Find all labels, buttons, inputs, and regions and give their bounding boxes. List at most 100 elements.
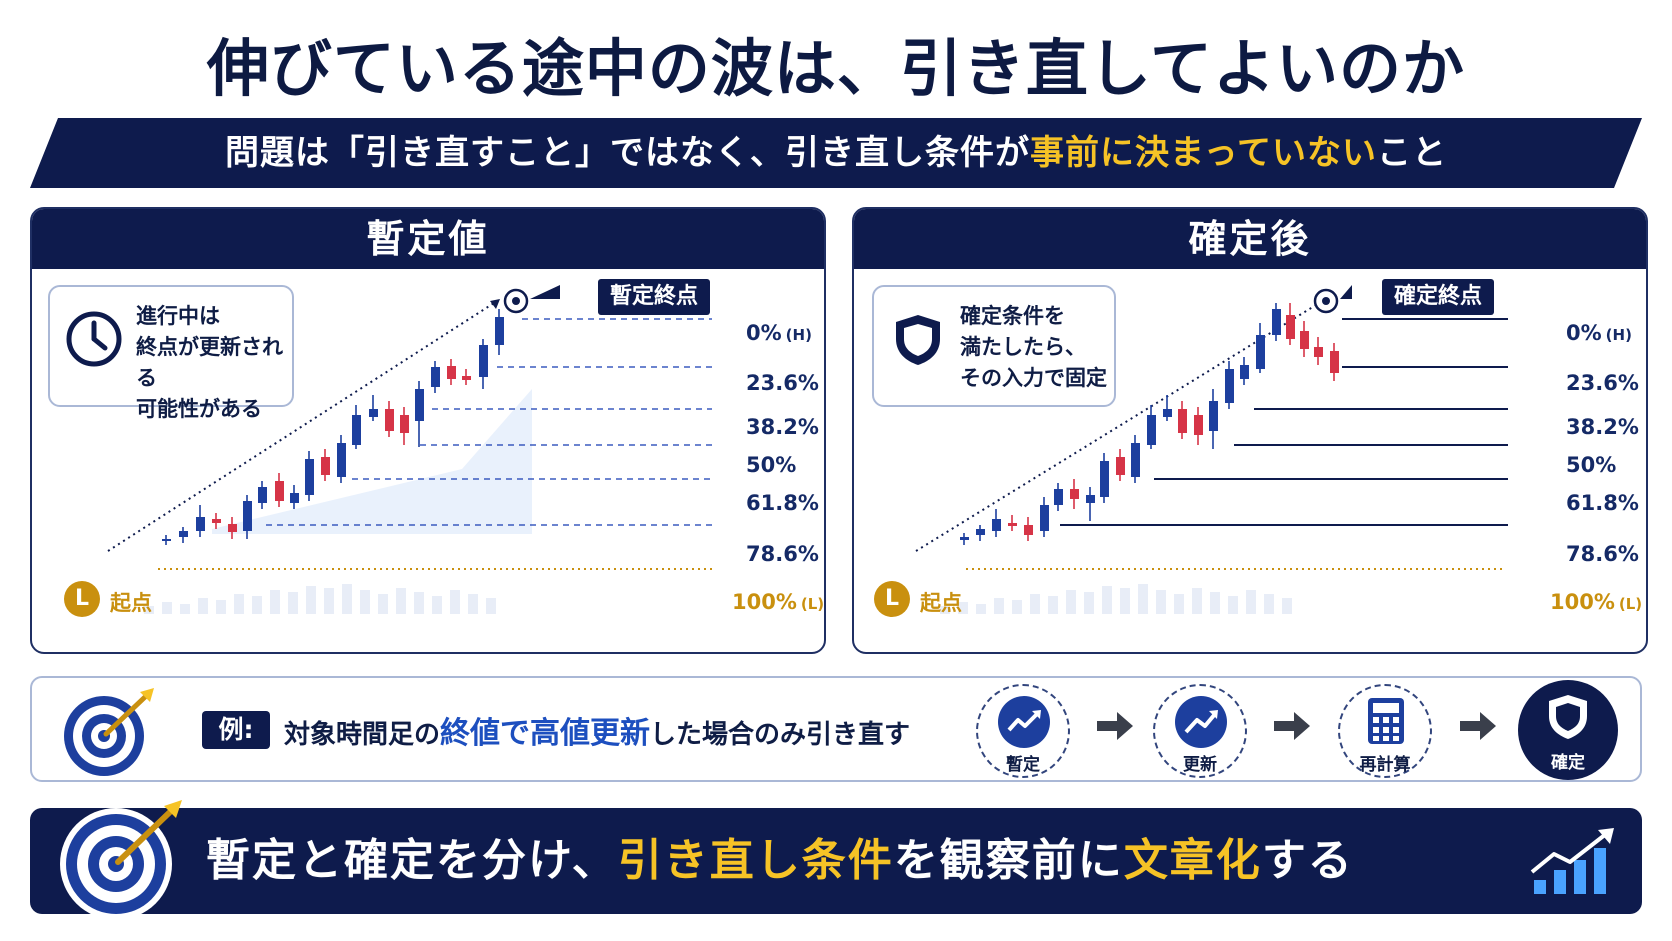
step-provisional: 暫定 xyxy=(976,684,1070,778)
origin-label: 起点 xyxy=(920,591,962,615)
arrow-right-icon xyxy=(1460,712,1496,740)
candle-body xyxy=(228,524,237,532)
confirmed-note: 確定条件を 満たしたら、 その入力で固定 xyxy=(872,285,1116,407)
candle-body xyxy=(1054,489,1063,505)
confirmed-panel: 確定後 確定条件を 満たしたら、 その入力で固定 確定終点 0% (H) 23.6… xyxy=(852,207,1648,654)
note-line: その入力で固定 xyxy=(960,366,1107,390)
level-label: 50% xyxy=(1566,453,1617,477)
candle-body xyxy=(415,389,424,421)
volume-bar xyxy=(1192,588,1202,614)
calculator-icon xyxy=(1368,698,1404,744)
volume-bar xyxy=(180,604,190,614)
candle-body xyxy=(352,415,361,445)
candle-body xyxy=(1314,347,1323,357)
level-label: 61.8% xyxy=(746,491,819,515)
candle-body xyxy=(1209,401,1218,431)
volume-bar xyxy=(468,594,478,614)
arrow-right-icon xyxy=(1097,712,1133,740)
volume-bar xyxy=(1228,596,1238,614)
volume-bar xyxy=(1174,594,1184,614)
volume-bar xyxy=(1210,592,1220,614)
level-label-low: 100% (L) xyxy=(1550,590,1643,614)
candle-body xyxy=(258,487,267,503)
level-label: 23.6% xyxy=(1566,371,1639,395)
candle-body xyxy=(431,367,440,387)
clock-icon xyxy=(66,311,122,367)
level-label: 78.6% xyxy=(1566,542,1639,566)
end-marker-dot xyxy=(512,297,520,305)
candle-body xyxy=(1070,489,1079,499)
volume-bar xyxy=(1156,590,1166,614)
volume-bar xyxy=(216,600,226,614)
volume-bar xyxy=(360,590,370,614)
trend-line xyxy=(915,304,1317,552)
volume-bar xyxy=(976,604,986,614)
volume-bar xyxy=(940,606,950,614)
note-line: 満たしたら、 xyxy=(960,335,1086,359)
example-row: 例: 対象時間足の終値で高値更新した場合のみ引き直す 暫定 更新 再計算 xyxy=(30,676,1642,782)
banner-text-before: 問題は「引き直すこと」ではなく、引き直し条件が xyxy=(225,133,1031,173)
volume-bar xyxy=(198,598,208,614)
candle-body xyxy=(337,443,346,477)
candle-body xyxy=(976,529,985,535)
candle-body xyxy=(495,317,504,345)
candle-body xyxy=(1086,495,1095,503)
note-line: 可能性がある xyxy=(136,397,262,421)
target-icon xyxy=(64,688,154,776)
volume-bar xyxy=(1066,590,1076,614)
provisional-panel: 暫定値 進行中は 終点が更新される 可能性がある 暫定終点 0% (H) 23.6… xyxy=(30,207,826,654)
candle-body xyxy=(1040,505,1049,531)
candle-body xyxy=(179,531,188,537)
candle-body xyxy=(196,517,205,531)
step-update: 更新 xyxy=(1153,684,1247,778)
candle-body xyxy=(369,409,378,417)
level-label: 23.6% xyxy=(746,371,819,395)
note-line: 終点が更新される xyxy=(136,335,283,390)
arrow-right-icon xyxy=(1274,712,1310,740)
volume-bar xyxy=(1084,592,1094,614)
origin-marker: L xyxy=(64,581,100,617)
volume-bar xyxy=(414,592,424,614)
footer-text: 暫定と確定を分け、引き直し条件を観察前に文章化する xyxy=(206,835,1354,886)
level-label: 0% (H) xyxy=(746,321,812,345)
banner-text-highlight: 事前に決まっていない xyxy=(1030,133,1377,173)
growth-chart-icon xyxy=(1530,828,1614,894)
volume-bar xyxy=(144,606,154,614)
banner-text: 問題は「引き直すこと」ではなく、引き直し条件が事前に決まっていないこと xyxy=(30,118,1642,188)
level-label: 38.2% xyxy=(746,415,819,439)
volume-bar xyxy=(378,594,388,614)
candle-body xyxy=(992,519,1001,531)
trend-up-icon xyxy=(998,696,1050,748)
candle-body xyxy=(400,415,409,433)
candle-body xyxy=(1256,335,1265,369)
projection-area xyxy=(212,389,532,534)
page-title: 伸びている途中の波は、引き直してよいのか xyxy=(206,32,1466,105)
candle-body xyxy=(1163,409,1172,417)
candle-body xyxy=(290,493,299,503)
candle-body xyxy=(1024,525,1033,535)
candle-body xyxy=(1100,461,1109,497)
candle-body xyxy=(1240,365,1249,379)
level-label: 78.6% xyxy=(746,542,819,566)
level-label: 61.8% xyxy=(1566,491,1639,515)
volume-bar xyxy=(234,594,244,614)
end-marker-dot xyxy=(1322,297,1330,305)
volume-bar xyxy=(1120,588,1130,614)
origin-label: 起点 xyxy=(110,591,152,615)
candle-body xyxy=(321,457,330,475)
level-label: 38.2% xyxy=(1566,415,1639,439)
origin-marker: L xyxy=(874,581,910,617)
tag-pointer xyxy=(1340,285,1352,299)
provisional-note: 進行中は 終点が更新される 可能性がある xyxy=(48,285,294,421)
candle-body xyxy=(385,409,394,431)
confirmed-panel-header: 確定後 xyxy=(854,209,1646,269)
candle-body xyxy=(1147,415,1156,445)
footer-banner: 暫定と確定を分け、引き直し条件を観察前に文章化する xyxy=(30,800,1642,920)
candle-body xyxy=(1225,369,1234,403)
candle-body xyxy=(162,539,171,541)
step-confirmed: 確定 xyxy=(1518,680,1618,780)
example-text: 対象時間足の終値で高値更新した場合のみ引き直す xyxy=(284,716,911,751)
candle-body xyxy=(960,537,969,540)
volume-bar xyxy=(342,584,352,614)
volume-bar xyxy=(1264,594,1274,614)
